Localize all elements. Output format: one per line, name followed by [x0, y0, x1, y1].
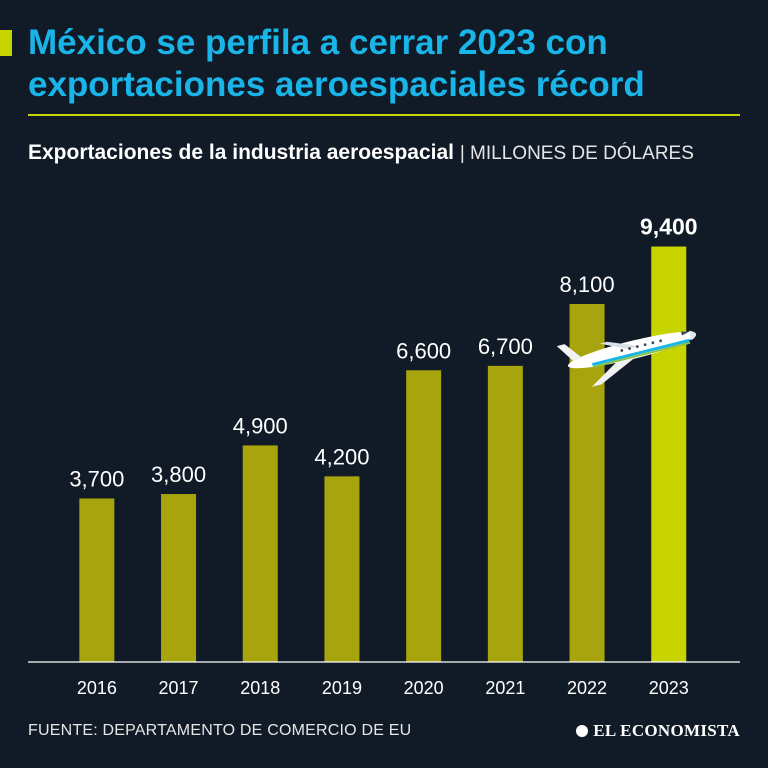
brand-logo: EL ECONOMISTA: [576, 721, 740, 741]
title-accent-block: [0, 30, 12, 56]
bar-2019: [324, 476, 360, 662]
bar-2016: [79, 498, 115, 662]
x-tick-2017: 2017: [159, 678, 199, 698]
value-label-2016: 3,700: [69, 466, 124, 491]
x-tick-2022: 2022: [567, 678, 607, 698]
value-label-2017: 3,800: [151, 462, 206, 487]
x-tick-2019: 2019: [322, 678, 362, 698]
x-tick-2021: 2021: [485, 678, 525, 698]
brand-name: EL ECONOMISTA: [593, 721, 740, 740]
bar-2018: [242, 445, 278, 662]
bar-2017: [161, 494, 197, 662]
chart-subtitle-units: | MILLONES DE DÓLARES: [459, 143, 694, 164]
x-tick-2020: 2020: [404, 678, 444, 698]
bar-2023: [651, 246, 687, 662]
value-label-2023: 9,400: [640, 214, 698, 240]
airplane-icon: [556, 330, 697, 387]
chart-subtitle-main: Exportaciones de la industria aeroespaci…: [28, 141, 454, 164]
value-label-2020: 6,600: [396, 338, 451, 363]
value-label-2019: 4,200: [314, 444, 369, 469]
title-divider: [28, 114, 740, 116]
x-tick-2016: 2016: [77, 678, 117, 698]
brand-icon: [576, 725, 589, 737]
bar-2020: [406, 370, 442, 662]
value-label-2021: 6,700: [478, 334, 533, 359]
x-tick-2018: 2018: [240, 678, 280, 698]
x-tick-2023: 2023: [649, 678, 689, 698]
value-label-2018: 4,900: [233, 413, 288, 438]
chart-subtitle: Exportaciones de la industria aeroespaci…: [28, 138, 740, 169]
value-label-2022: 8,100: [560, 272, 615, 297]
source-note: FUENTE: DEPARTAMENTO DE COMERCIO DE EU: [28, 722, 412, 739]
page-title: México se perfila a cerrar 2023 con expo…: [28, 23, 645, 104]
bar-2021: [487, 365, 523, 662]
